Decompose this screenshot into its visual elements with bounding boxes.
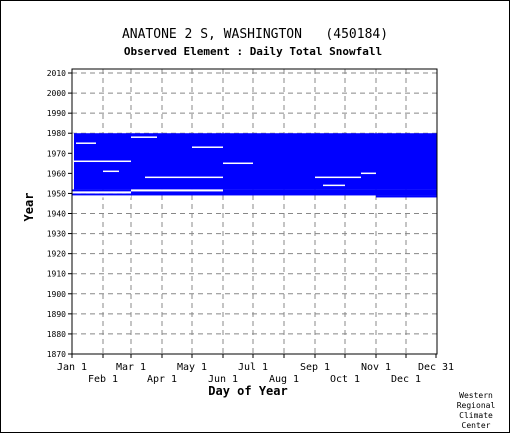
- missing-gap: [72, 160, 131, 163]
- missing-gap: [131, 136, 157, 138]
- credit-line: Climate: [459, 411, 493, 420]
- grid-lines: [72, 69, 437, 355]
- data-block: [131, 189, 437, 196]
- y-axis-label: Year: [22, 193, 36, 222]
- axes: 1870 1880 1890 1900 1910 1920 1930 1940 1950 1960…: [47, 68, 454, 385]
- chart-title: ANATONE 2 S, WASHINGTON (450184): [122, 27, 388, 42]
- y-tick-label: 2000: [47, 89, 66, 98]
- data-block: [376, 195, 437, 198]
- missing-gap: [72, 191, 131, 194]
- data-block: [72, 133, 437, 190]
- x-axis-label: Day of Year: [208, 384, 287, 398]
- x-tick-label: Feb 1: [88, 374, 118, 385]
- x-tick-label: Jan 1: [57, 362, 87, 373]
- y-tick-label: 1940: [47, 210, 66, 219]
- x-tick-label: Dec 31: [418, 362, 454, 373]
- plot-border: [71, 68, 438, 355]
- y-tick-label: 1900: [47, 290, 66, 299]
- data-block: [72, 189, 131, 192]
- credit-line: Regional: [457, 401, 496, 410]
- missing-gap: [315, 176, 361, 179]
- chart-subtitle: Observed Element : Daily Total Snowfall: [124, 45, 382, 58]
- x-tick-label: Jun 1: [208, 374, 238, 385]
- missing-gap: [72, 195, 131, 198]
- x-tick-label: Sep 1: [300, 362, 330, 373]
- y-tick-label: 1890: [47, 310, 66, 319]
- y-tick-label: 1960: [47, 169, 66, 178]
- y-tick-label: 1950: [47, 189, 66, 198]
- y-tick-label: 2010: [47, 69, 66, 78]
- missing-gap: [145, 176, 223, 179]
- y-tick-label: 1990: [47, 109, 66, 118]
- x-tick-label: Mar 1: [116, 362, 146, 373]
- missing-gap: [323, 184, 345, 187]
- credit-line: Center: [462, 421, 491, 430]
- credit-block: Western Regional Climate Center: [457, 391, 496, 430]
- credit-line: Western: [459, 391, 493, 400]
- missing-gap: [192, 146, 223, 148]
- missing-gap: [103, 170, 119, 173]
- x-tick-label: Nov 1: [361, 362, 391, 373]
- y-tick-label: 1870: [47, 350, 66, 359]
- y-tick-label: 1910: [47, 270, 66, 279]
- x-tick-label: Oct 1: [330, 374, 360, 385]
- data-block: [72, 193, 131, 196]
- y-tick-label: 1930: [47, 230, 66, 239]
- y-tick-label: 1970: [47, 149, 66, 158]
- x-tick-label: Apr 1: [147, 374, 177, 385]
- x-tick-label: Aug 1: [269, 374, 299, 385]
- x-tick-label: May 1: [177, 362, 207, 373]
- y-tick-label: 1980: [47, 129, 66, 138]
- y-tick-label: 1880: [47, 330, 66, 339]
- x-tick-label: Jul 1: [238, 362, 268, 373]
- missing-gap: [131, 189, 223, 192]
- missing-gap: [361, 172, 376, 175]
- missing-gap: [223, 162, 253, 165]
- x-tick-label: Dec 1: [391, 374, 421, 385]
- data-layer: [72, 133, 437, 198]
- missing-gap: [72, 133, 74, 190]
- missing-gap: [76, 142, 96, 144]
- y-tick-label: 1920: [47, 250, 66, 259]
